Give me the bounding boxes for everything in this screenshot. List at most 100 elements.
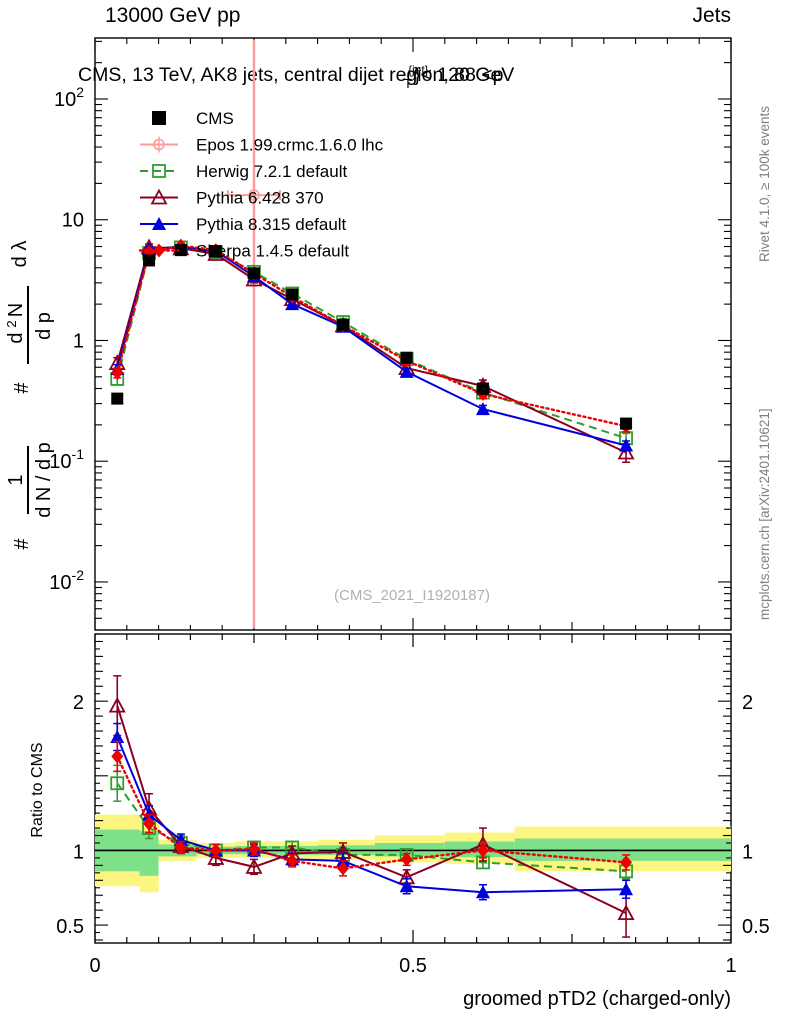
data-marker: [153, 243, 165, 258]
series-cms: [111, 244, 633, 430]
legend-label: Sherpa 1.4.5 default: [196, 242, 349, 261]
svg-text:d p: d p: [33, 312, 55, 340]
svg-text:#: #: [11, 538, 33, 550]
svg-text:T: T: [404, 76, 412, 91]
svg-text:d N / d p: d N / d p: [33, 442, 55, 518]
svg-text:mcplots.cern.ch [arXiv:2401.10: mcplots.cern.ch [arXiv:2401.10621]: [757, 408, 772, 620]
data-marker: [399, 879, 414, 893]
series-pythia-6-428-370: [108, 238, 635, 464]
series-herwig-7-2-1-default: [110, 240, 633, 446]
data-marker: [174, 840, 187, 855]
data-marker: [475, 885, 490, 899]
series-pythia-6-428-370: [108, 675, 635, 938]
svg-text:N: N: [5, 303, 27, 317]
data-marker: [173, 833, 188, 846]
svg-text:2: 2: [4, 320, 19, 327]
svg-text:d: d: [5, 332, 27, 343]
data-marker: [143, 254, 156, 267]
legend-label: Pythia 8.315 default: [196, 215, 347, 234]
header-right: Jets: [692, 4, 731, 27]
data-marker: [400, 852, 413, 867]
data-marker: [152, 164, 166, 178]
data-marker: [476, 843, 489, 858]
ratio-y-axis-label: Ratio to CMS: [29, 742, 46, 837]
ratio-y-tick-label: 2: [73, 692, 84, 714]
data-marker: [617, 904, 635, 921]
ratio-y-tick-label-right: 1: [742, 841, 753, 863]
data-marker: [152, 111, 166, 125]
x-axis-tick-label: 1: [725, 955, 736, 977]
data-marker: [245, 857, 263, 874]
ratio-y-tick-label-right: 0.5: [742, 916, 770, 938]
data-marker: [619, 438, 634, 452]
series-line: [116, 705, 627, 915]
ratio-panel-frame: [94, 633, 732, 944]
side-text-rivet: Rivet 4.1.0, ≥ 100k events: [757, 106, 772, 262]
data-marker: [617, 443, 635, 460]
data-marker: [111, 365, 124, 380]
svg-text:102: 102: [54, 84, 84, 111]
data-marker: [248, 267, 260, 280]
data-marker: [209, 245, 222, 258]
main-y-tick-label: 10: [62, 210, 84, 232]
band-green: [139, 831, 159, 876]
legend-item[interactable]: Sherpa 1.4.5 default: [138, 242, 349, 261]
data-marker: [400, 351, 413, 364]
data-marker: [476, 382, 489, 395]
legend-item[interactable]: Epos 1.99.crmc.1.6.0 lhc: [140, 136, 384, 155]
data-marker: [110, 776, 125, 791]
data-marker: [620, 417, 633, 430]
legend-item[interactable]: Pythia 8.315 default: [140, 215, 347, 234]
main-y-axis-label: 1 d N / d p # d 2 Nd p # d λ: [4, 241, 55, 550]
data-marker: [209, 843, 222, 858]
data-marker: [399, 364, 414, 378]
data-marker: [110, 730, 125, 743]
data-marker: [207, 849, 225, 865]
main-y-tick-label: 102: [54, 84, 84, 111]
svg-text:{jet}: {jet}: [408, 63, 429, 77]
ratio-y-tick-label: 0.5: [56, 916, 84, 938]
svg-text:CMS, 13 TeV, AK8 jets, central: CMS, 13 TeV, AK8 jets, central dijet reg…: [78, 64, 504, 86]
side-text-mcplots: mcplots.cern.ch [arXiv:2401.10621]: [757, 408, 772, 620]
data-marker: [108, 696, 126, 713]
data-marker: [111, 392, 124, 405]
legend-label: Herwig 7.2.1 default: [196, 162, 347, 181]
legend-label: CMS: [196, 109, 234, 128]
x-axis-tick-label: 0.5: [399, 955, 427, 977]
legend-item[interactable]: Herwig 7.2.1 default: [140, 162, 347, 181]
data-marker: [248, 841, 260, 856]
data-marker: [619, 882, 634, 896]
series-sherpa-1-4-5-default: [111, 238, 633, 434]
data-marker: [150, 188, 168, 205]
svg-text:d λ: d λ: [9, 241, 31, 268]
svg-text:10-2: 10-2: [49, 567, 84, 594]
main-y-tick-label: 1: [73, 330, 84, 352]
legend-label: Epos 1.99.crmc.1.6.0 lhc: [196, 136, 384, 155]
data-marker: [111, 749, 124, 764]
ratio-y-tick-label-right: 2: [742, 692, 753, 714]
series-sherpa-1-4-5-default: [111, 740, 633, 877]
data-marker: [620, 855, 633, 870]
data-marker: [337, 861, 350, 876]
svg-text:1: 1: [73, 330, 84, 352]
series-line: [116, 246, 627, 440]
x-axis-tick-label: 0: [89, 955, 100, 977]
data-marker: [174, 244, 187, 257]
legend-item[interactable]: CMS: [152, 109, 234, 128]
legend-item[interactable]: Pythia 6.428 370: [140, 189, 324, 208]
svg-text:#: #: [11, 382, 33, 394]
legend: CMS Epos 1.99.crmc.1.6.0 lhc Herwig 7.2.1 …: [138, 109, 384, 261]
x-axis-label: groomed pTD2 (charged-only): [463, 988, 731, 1010]
data-marker: [337, 318, 350, 331]
watermark: (CMS_2021_I1920187): [334, 587, 490, 604]
svg-text:10: 10: [62, 210, 84, 232]
main-y-tick-label: 10-2: [49, 567, 84, 594]
svg-text:Rivet 4.1.0, ≥ 100k events: Rivet 4.1.0, ≥ 100k events: [757, 106, 772, 262]
series-epos-1-99-crmc-1-6-0-lhc: [227, 40, 281, 628]
plot-title: CMS, 13 TeV, AK8 jets, central dijet reg…: [78, 63, 514, 91]
series-line: [116, 246, 627, 454]
data-marker: [152, 217, 166, 230]
series-line: [116, 755, 628, 870]
